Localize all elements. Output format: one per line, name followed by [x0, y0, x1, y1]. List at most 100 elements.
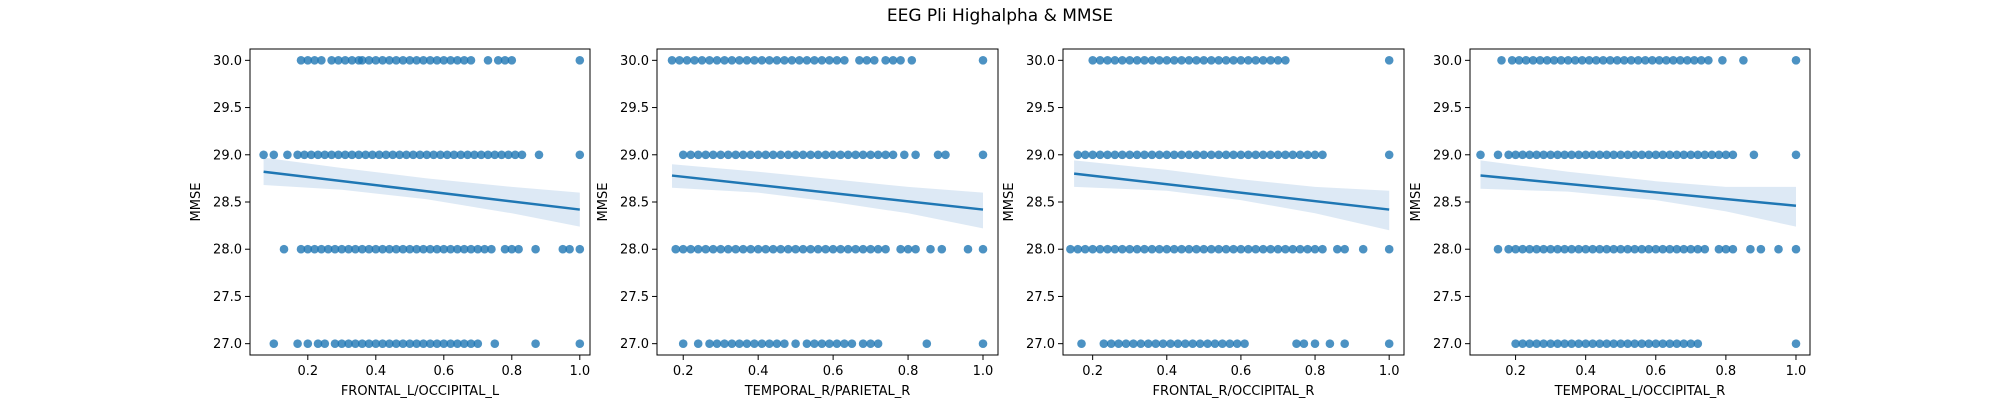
- figure-title: EEG Pli Highalpha & MMSE: [886, 6, 1114, 26]
- y-axis-label: MMSE: [1409, 183, 1424, 222]
- data-point: [1546, 150, 1555, 160]
- x-tick-label: 0.6: [433, 364, 454, 379]
- data-point: [1493, 150, 1503, 160]
- data-point: [1679, 244, 1689, 254]
- data-point: [675, 56, 684, 65]
- data-point: [1199, 244, 1209, 254]
- data-point: [828, 150, 838, 160]
- data-point: [720, 56, 729, 65]
- data-point: [531, 339, 540, 349]
- data-point: [1132, 244, 1142, 254]
- y-tick-label: 28.5: [1433, 196, 1462, 211]
- data-point: [514, 244, 523, 254]
- data-point: [1188, 339, 1197, 349]
- data-point: [1244, 150, 1253, 160]
- data-point: [1581, 150, 1590, 160]
- x-tick-label: 0.2: [1505, 364, 1526, 379]
- data-point: [1333, 244, 1342, 254]
- data-point: [1602, 150, 1611, 160]
- data-point: [1221, 56, 1231, 65]
- data-point: [727, 56, 737, 65]
- data-point: [836, 244, 845, 254]
- data-point: [922, 339, 932, 349]
- data-point: [1384, 244, 1394, 254]
- data-point: [821, 150, 830, 160]
- data-point: [1147, 244, 1157, 254]
- data-point: [1318, 150, 1327, 160]
- data-point: [1077, 339, 1086, 349]
- data-point: [1207, 150, 1216, 160]
- data-point: [780, 339, 789, 349]
- data-point: [1574, 150, 1583, 160]
- data-point: [412, 244, 421, 254]
- data-point: [1574, 339, 1583, 349]
- data-point: [490, 339, 500, 349]
- x-axis-label: FRONTAL_L/OCCIPITAL_L: [341, 384, 500, 399]
- data-point: [408, 150, 418, 160]
- data-point: [357, 339, 367, 349]
- data-point: [1292, 339, 1301, 349]
- x-axis-label: TEMPORAL_R/PARIETAL_R: [744, 384, 911, 399]
- y-tick-label: 29.5: [213, 101, 242, 116]
- x-tick-label: 1.0: [569, 364, 590, 379]
- data-point: [1749, 150, 1759, 160]
- data-point: [463, 150, 472, 160]
- data-point: [705, 56, 714, 65]
- data-point: [1132, 150, 1142, 160]
- data-point: [1651, 339, 1661, 349]
- data-point: [1281, 244, 1290, 254]
- data-point: [1340, 339, 1349, 349]
- data-point: [686, 150, 695, 160]
- data-point: [575, 56, 585, 65]
- data-point: [1553, 244, 1562, 254]
- data-point: [425, 244, 435, 254]
- data-point: [825, 339, 834, 349]
- x-tick-label: 0.2: [673, 364, 694, 379]
- data-point: [459, 56, 469, 65]
- data-point: [347, 150, 357, 160]
- data-point: [1184, 56, 1194, 65]
- data-point: [1546, 339, 1555, 349]
- data-point: [1791, 56, 1801, 65]
- data-point: [293, 150, 302, 160]
- data-point: [1609, 150, 1618, 160]
- data-point: [1644, 244, 1654, 254]
- data-point: [364, 339, 374, 349]
- data-point: [810, 339, 819, 349]
- data-point: [1229, 56, 1238, 65]
- data-point: [798, 150, 808, 160]
- data-point: [1693, 339, 1703, 349]
- data-point: [402, 150, 411, 160]
- data-point: [405, 56, 415, 65]
- data-point: [896, 56, 905, 65]
- data-point: [1236, 150, 1246, 160]
- data-point: [903, 244, 913, 254]
- data-point: [851, 150, 860, 160]
- data-point: [817, 56, 827, 65]
- data-point: [1073, 244, 1083, 254]
- data-point: [911, 244, 920, 254]
- data-point: [825, 56, 834, 65]
- data-point: [476, 150, 486, 160]
- y-tick-label: 27.5: [213, 290, 242, 305]
- data-point: [787, 56, 797, 65]
- data-point: [1240, 339, 1249, 349]
- data-point: [1129, 339, 1138, 349]
- data-point: [1140, 150, 1149, 160]
- data-point: [334, 56, 343, 65]
- data-point: [1207, 244, 1216, 254]
- data-point: [1169, 150, 1179, 160]
- data-point: [1588, 244, 1597, 254]
- data-point: [855, 56, 864, 65]
- data-point: [836, 150, 845, 160]
- data-point: [446, 244, 455, 254]
- data-point: [1700, 244, 1710, 254]
- data-point: [269, 150, 279, 160]
- data-point: [1073, 150, 1083, 160]
- data-point: [1318, 244, 1327, 254]
- scatter-panel-1: 0.2 0.4 0.6 0.8 1.0 27.0 27.5 28.0 28.5 29.0 29.5 3…: [189, 48, 591, 399]
- data-point: [802, 56, 812, 65]
- data-point: [1679, 150, 1689, 160]
- data-point: [1714, 150, 1724, 160]
